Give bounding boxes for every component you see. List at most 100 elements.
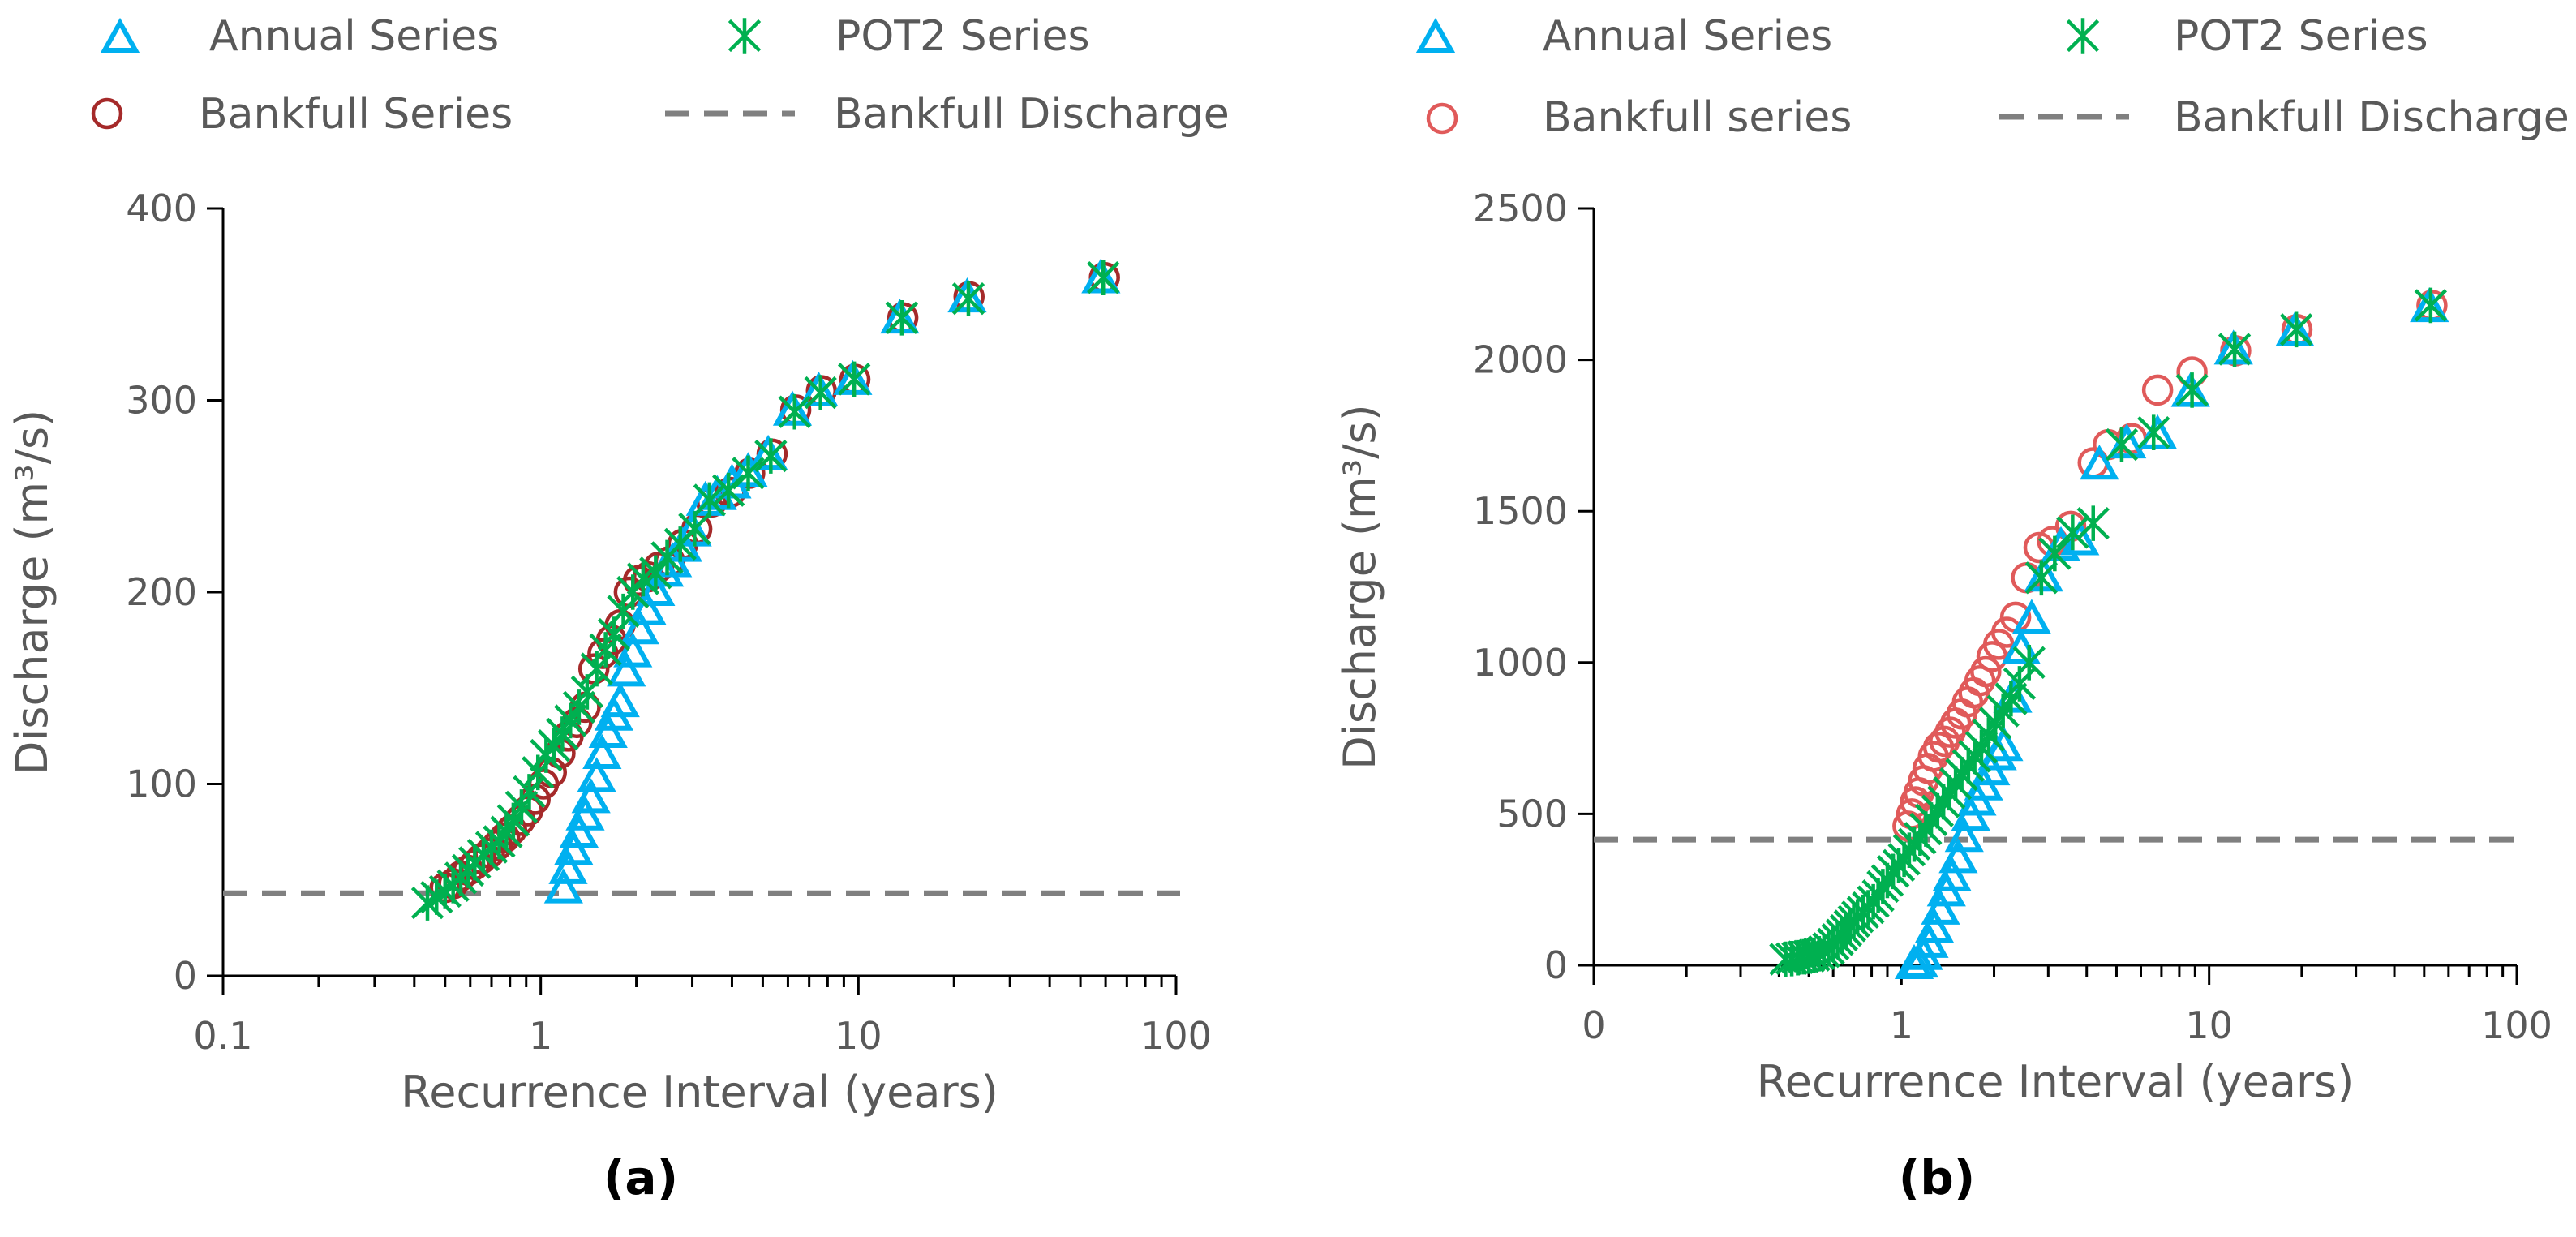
y-tick-label: 2500 <box>1473 187 1568 230</box>
x-tick-label: 1 <box>529 1014 552 1058</box>
y-axis-title: Discharge (m³/s) <box>1334 404 1385 769</box>
legend-bankfull-label: Bankfull series <box>1543 93 1852 142</box>
data-point-asterisk <box>885 300 919 336</box>
data-point-asterisk <box>678 511 711 547</box>
legend-asterisk-icon <box>2066 18 2100 54</box>
legend-a: Annual Series POT2 Series Bankfull Serie… <box>91 12 1230 139</box>
data-point-triangle <box>2138 414 2178 449</box>
x-axis-title: Recurrence Interval (years) <box>1757 1056 2355 1107</box>
y-tick-label: 400 <box>126 187 197 230</box>
data-point-asterisk <box>1927 784 1960 820</box>
data-point-asterisk <box>1921 792 1955 829</box>
chart-panel-b: Annual Series POT2 Series Bankfull serie… <box>1334 12 2570 1205</box>
data-point-triangle <box>1944 817 1984 853</box>
data-point-asterisk <box>1951 747 1986 784</box>
data-point-triangle <box>627 590 667 625</box>
data-point-triangle <box>613 632 653 668</box>
data-point-triangle <box>1932 856 1972 891</box>
data-point-triangle <box>559 812 599 848</box>
legend-b: Annual Series POT2 Series Bankfull serie… <box>1415 12 2570 142</box>
data-point-asterisk <box>1870 862 1904 899</box>
chart-panel-a: Annual Series POT2 Series Bankfull Serie… <box>6 12 1230 1205</box>
data-point-asterisk <box>2038 535 2072 572</box>
data-point-asterisk <box>1087 260 1120 295</box>
legend-pot2-label: POT2 Series <box>2174 12 2428 61</box>
data-point-circle <box>1970 655 2002 688</box>
data-point-triangle <box>1081 258 1121 294</box>
data-point-asterisk <box>2076 505 2110 541</box>
legend-annual-label: Annual Series <box>209 12 499 61</box>
x-tick-label: 10 <box>2185 1003 2233 1047</box>
data-point-asterisk <box>2056 514 2089 551</box>
data-point-asterisk <box>2218 331 2252 367</box>
series-asterisk <box>410 260 1120 921</box>
data-point-asterisk <box>2012 645 2046 681</box>
legend-triangle-icon <box>1415 17 1456 53</box>
series-asterisk <box>1769 287 2448 977</box>
data-point-triangle <box>799 371 839 407</box>
data-point-asterisk <box>2137 414 2170 450</box>
legend-pot2-marker <box>728 18 762 54</box>
data-point-triangle <box>543 868 583 904</box>
data-point-asterisk <box>1914 802 1948 838</box>
data-point-asterisk <box>951 281 985 316</box>
y-tick-label: 0 <box>1544 943 1568 987</box>
data-point-triangle <box>1921 889 1960 925</box>
data-point-asterisk <box>1904 820 1937 857</box>
data-point-triangle <box>577 757 616 792</box>
x-tick-label: 10 <box>835 1014 882 1058</box>
data-point-triangle <box>748 434 788 470</box>
legend-asterisk-icon <box>728 18 762 54</box>
data-point-asterisk <box>1909 811 1943 847</box>
x-axis-title: Recurrence Interval (years) <box>401 1067 998 1118</box>
legend-circle-icon <box>91 97 123 130</box>
series-triangle <box>543 258 1121 904</box>
data-point-triangle <box>1914 908 1955 943</box>
y-tick-label: 500 <box>1496 792 1568 835</box>
legend-annual-marker <box>1415 17 1456 53</box>
x-tick-label: 100 <box>1140 1014 1212 1058</box>
legend-annual-label: Annual Series <box>1543 12 1832 61</box>
legend-bankfull-discharge-label: Bankfull Discharge <box>834 90 1230 139</box>
x-tick-label: 0 <box>1582 1003 1605 1047</box>
data-point-triangle <box>685 480 725 516</box>
x-tick-label: 0.1 <box>193 1014 252 1058</box>
data-point-triangle <box>588 712 628 749</box>
y-tick-label: 1500 <box>1473 489 1568 533</box>
data-point-triangle <box>2011 599 2051 634</box>
data-point-triangle <box>636 570 676 606</box>
legend-annual-marker <box>100 17 140 53</box>
data-point-triangle <box>571 778 611 814</box>
legend-bankfull-marker <box>1426 102 1458 135</box>
plot-area-b: 0 500 1000 1500 2000 2500 0 1 10 100 Recurrence In… <box>1334 187 2552 1107</box>
y-tick-label: 1000 <box>1473 641 1568 685</box>
legend-bankfull-label: Bankfull Series <box>199 90 513 139</box>
x-tick-label: 100 <box>2481 1003 2552 1047</box>
data-point-asterisk <box>804 375 837 410</box>
y-tick-label: 300 <box>126 379 197 423</box>
data-point-asterisk <box>2175 372 2209 408</box>
data-point-asterisk <box>1938 766 1973 801</box>
data-point-asterisk <box>2105 427 2139 462</box>
data-point-asterisk <box>754 438 788 474</box>
data-point-triangle <box>772 390 813 426</box>
data-point-triangle <box>672 511 712 547</box>
legend-triangle-icon <box>100 17 140 53</box>
data-point-triangle <box>2024 556 2063 592</box>
legend-pot2-marker <box>2066 18 2100 54</box>
data-point-asterisk <box>2279 311 2313 348</box>
data-point-triangle <box>620 609 659 645</box>
data-point-triangle <box>554 830 594 865</box>
plot-area-a: 0 100 200 300 400 0.1 1 10 100 Recurrence Interva… <box>6 187 1212 1118</box>
data-point-asterisk <box>2414 287 2448 324</box>
data-point-circle <box>2141 374 2174 406</box>
data-point-asterisk <box>693 482 727 518</box>
y-tick-label: 2000 <box>1473 338 1568 382</box>
y-axis-title: Discharge (m³/s) <box>6 410 58 775</box>
data-point-asterisk <box>778 393 811 430</box>
x-tick-label: 1 <box>1890 1003 1913 1047</box>
data-point-asterisk <box>732 455 765 492</box>
data-point-triangle <box>1938 838 1978 874</box>
data-point-triangle <box>880 299 920 334</box>
